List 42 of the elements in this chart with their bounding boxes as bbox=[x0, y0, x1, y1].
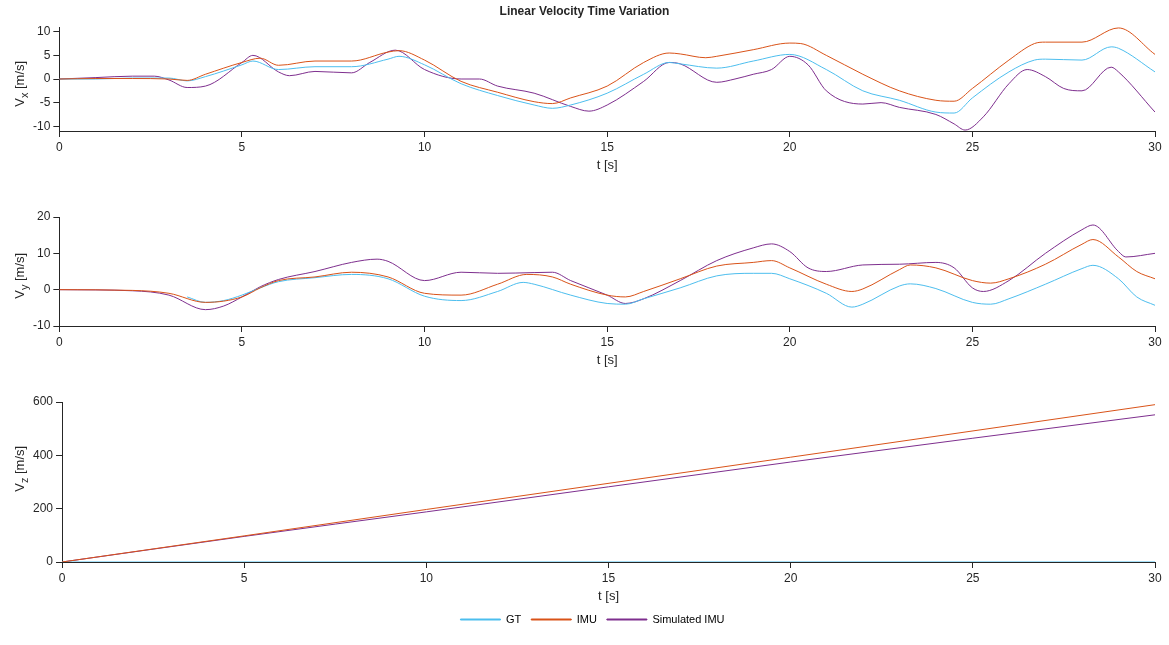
x-axis-title: t [s] bbox=[598, 587, 619, 603]
x-tick-label: 20 bbox=[783, 334, 797, 349]
x-tick-label: 5 bbox=[240, 570, 248, 585]
y-tick-label: 0 bbox=[46, 554, 54, 569]
x-tick-label: 0 bbox=[58, 570, 66, 585]
y-tick-label: -10 bbox=[33, 318, 51, 333]
y-tick-label: -5 bbox=[39, 94, 51, 109]
x-axis-title: t [s] bbox=[596, 351, 618, 367]
x-tick-label: 5 bbox=[238, 334, 246, 349]
x-tick-label: 20 bbox=[783, 139, 797, 154]
x-axis-title: t [s] bbox=[596, 156, 618, 172]
y-tick-label: 0 bbox=[43, 71, 51, 86]
x-tick-label: 30 bbox=[1148, 334, 1162, 349]
x-tick-label: 20 bbox=[783, 570, 798, 585]
line-series bbox=[186, 264, 1155, 308]
x-tick-label: 15 bbox=[600, 334, 615, 349]
y-tick-label: 5 bbox=[43, 47, 51, 62]
x-tick-label: 5 bbox=[238, 139, 246, 154]
chart-title: Linear Velocity Time Variation bbox=[498, 4, 671, 18]
x-tick-label: 10 bbox=[417, 334, 432, 349]
legend-label: IMU bbox=[576, 612, 597, 625]
x-tick-label: 25 bbox=[966, 570, 980, 585]
legend-label: Simulated IMU bbox=[652, 612, 725, 625]
line-series bbox=[59, 239, 1155, 303]
x-tick-label: 30 bbox=[1148, 139, 1162, 154]
x-tick-label: 15 bbox=[600, 139, 615, 154]
x-tick-label: 25 bbox=[965, 334, 980, 349]
line-series bbox=[59, 27, 1155, 105]
y-tick-label: 10 bbox=[36, 24, 51, 39]
x-tick-label: 25 bbox=[965, 139, 980, 154]
x-tick-label: 10 bbox=[417, 139, 432, 154]
x-tick-label: 10 bbox=[419, 570, 434, 585]
y-tick-label: 400 bbox=[32, 447, 54, 462]
y-tick-label: -10 bbox=[33, 118, 51, 133]
y-tick-label: 600 bbox=[32, 394, 54, 409]
y-tick-label: 0 bbox=[43, 281, 51, 296]
legend-label: GT bbox=[505, 612, 522, 625]
y-tick-label: 200 bbox=[32, 500, 54, 515]
x-tick-label: 15 bbox=[601, 570, 616, 585]
x-tick-label: 30 bbox=[1148, 570, 1162, 585]
y-tick-label: 10 bbox=[36, 245, 51, 260]
y-tick-label: 20 bbox=[36, 209, 51, 224]
